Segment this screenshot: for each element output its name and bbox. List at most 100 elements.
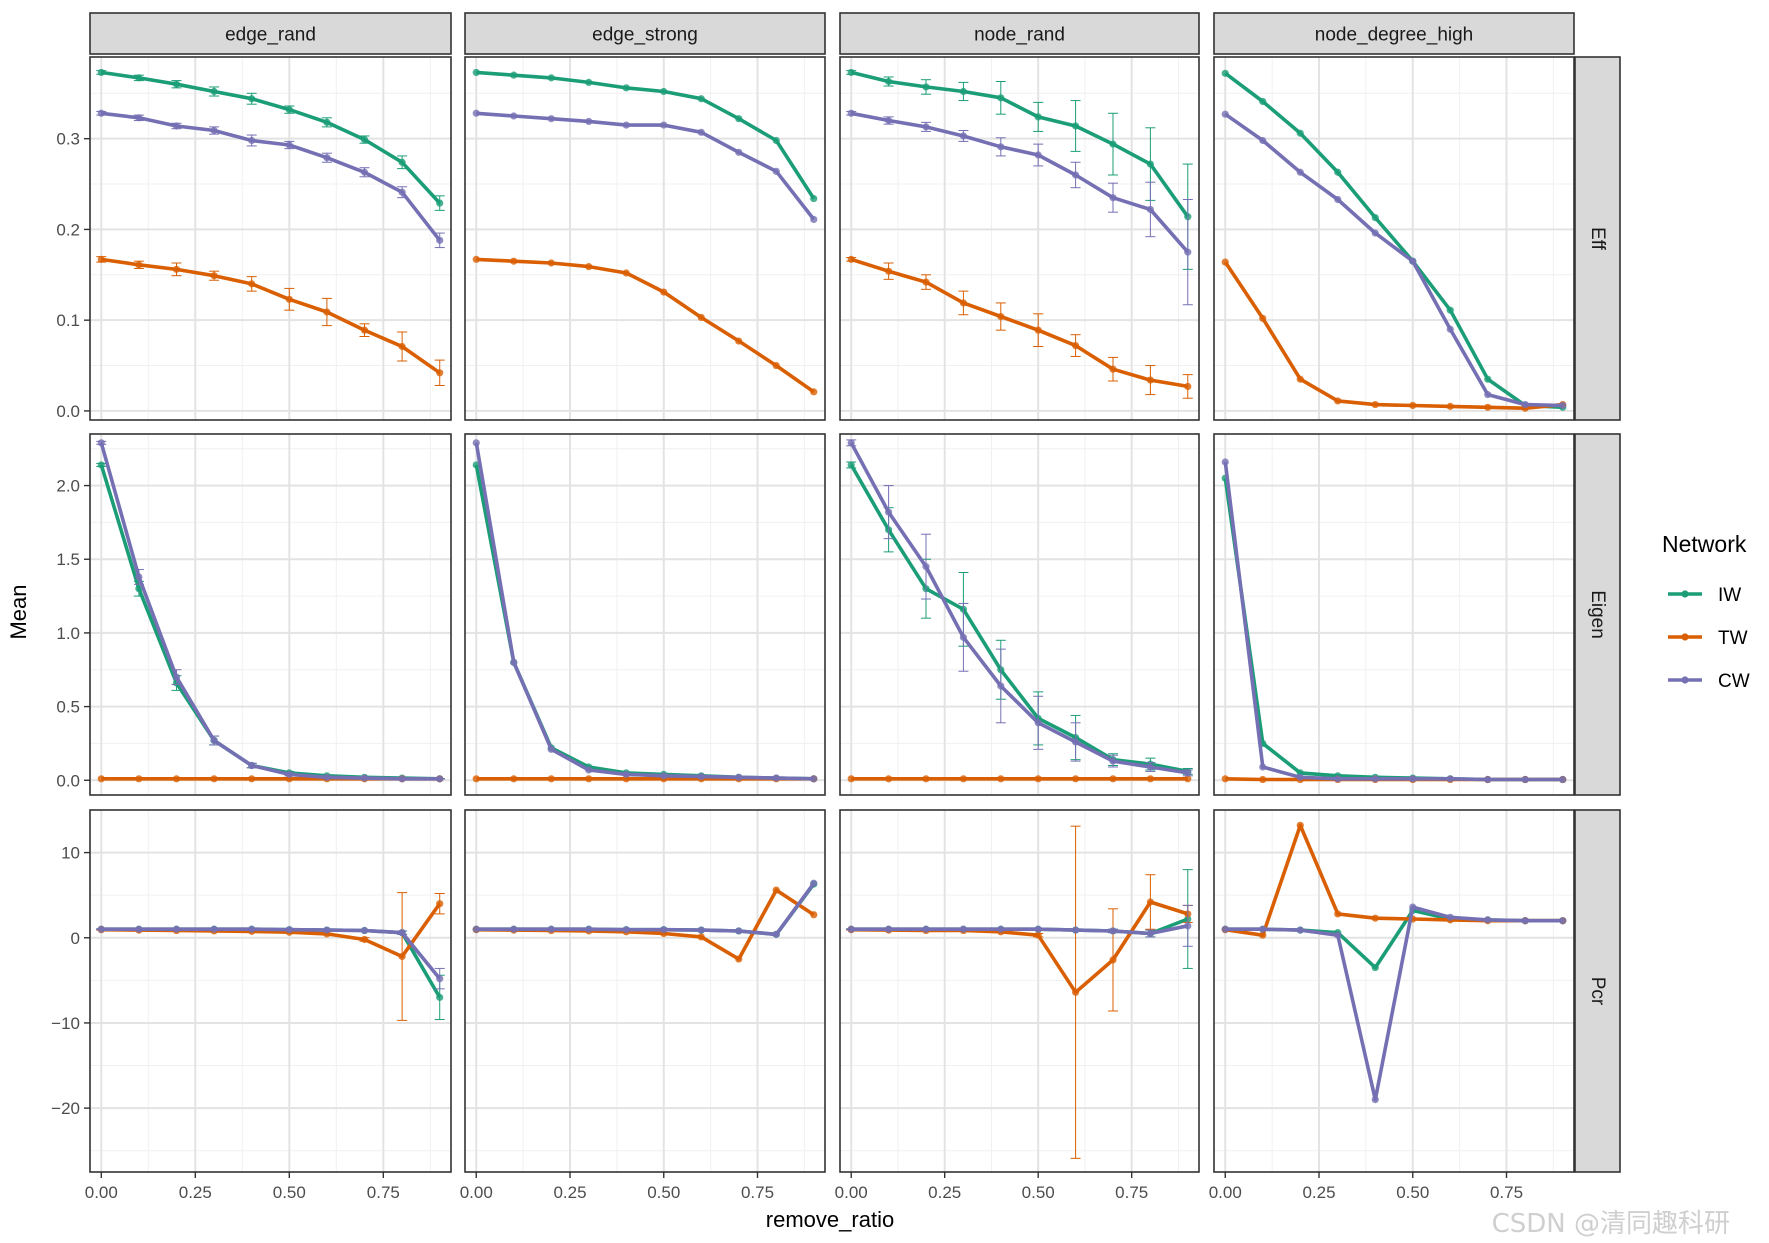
data-point bbox=[547, 259, 555, 267]
data-point bbox=[1071, 341, 1080, 350]
data-point bbox=[210, 126, 218, 135]
series-line bbox=[850, 111, 1190, 254]
series-line bbox=[849, 441, 1189, 775]
data-point bbox=[323, 926, 331, 934]
data-point bbox=[360, 935, 369, 944]
panel bbox=[89, 56, 452, 421]
series-cw bbox=[472, 109, 818, 224]
series-line bbox=[474, 442, 814, 781]
data-point bbox=[1109, 757, 1117, 765]
data-point bbox=[847, 255, 855, 263]
data-point bbox=[285, 770, 293, 778]
data-point bbox=[1221, 69, 1229, 77]
y-tick-label: −10 bbox=[51, 1014, 80, 1033]
data-point bbox=[1446, 306, 1454, 314]
data-point bbox=[735, 773, 743, 781]
data-point bbox=[922, 563, 930, 571]
data-point bbox=[810, 388, 818, 396]
data-point bbox=[1221, 458, 1229, 466]
data-point bbox=[1109, 927, 1117, 935]
x-axis-title: remove_ratio bbox=[766, 1207, 894, 1232]
series-tw bbox=[846, 255, 1193, 399]
panel-border bbox=[89, 56, 452, 421]
legend-title: Network bbox=[1662, 531, 1747, 557]
data-point bbox=[248, 775, 256, 783]
data-point bbox=[1559, 401, 1567, 410]
series-line bbox=[476, 70, 816, 200]
data-point bbox=[1184, 382, 1192, 391]
series-line bbox=[1223, 461, 1563, 782]
panel bbox=[1213, 809, 1575, 1173]
data-point bbox=[1146, 205, 1154, 214]
data-point bbox=[1484, 375, 1492, 383]
data-point bbox=[1034, 326, 1042, 334]
data-point bbox=[510, 257, 518, 265]
panel-border bbox=[839, 809, 1200, 1173]
series-line bbox=[476, 882, 816, 937]
data-point bbox=[172, 122, 181, 130]
panel-background bbox=[840, 810, 1199, 1172]
panel-background bbox=[90, 434, 451, 795]
data-point bbox=[622, 84, 630, 92]
axes-layer: 0.0 0.1 0.2 0.3 0.0 0.5 1.0 1.5 2.0 −20 −10 0 10 0.00… bbox=[51, 130, 1523, 1202]
row-strip-label: Pcr bbox=[1587, 977, 1608, 1006]
data-point bbox=[510, 112, 518, 120]
data-point bbox=[772, 930, 780, 938]
legend-label: IW bbox=[1718, 585, 1741, 606]
data-point bbox=[1109, 194, 1117, 202]
data-point bbox=[1409, 775, 1417, 783]
data-point bbox=[697, 128, 705, 136]
data-point bbox=[1259, 763, 1267, 771]
data-point bbox=[1221, 775, 1229, 783]
data-point bbox=[436, 236, 444, 244]
data-point bbox=[360, 168, 369, 176]
data-point bbox=[959, 925, 968, 933]
data-point bbox=[398, 188, 406, 196]
data-point bbox=[885, 775, 893, 783]
data-point bbox=[323, 118, 331, 126]
data-point bbox=[97, 925, 105, 933]
data-point bbox=[398, 158, 406, 166]
data-point bbox=[585, 925, 593, 933]
data-point bbox=[1109, 140, 1117, 148]
data-point bbox=[1146, 376, 1154, 384]
row-strip bbox=[1574, 433, 1621, 796]
data-point bbox=[248, 925, 256, 933]
data-point bbox=[97, 461, 105, 469]
y-tick-label: 0.1 bbox=[56, 311, 80, 330]
data-point bbox=[248, 95, 256, 103]
data-point bbox=[1034, 931, 1042, 939]
panel-background bbox=[1214, 810, 1574, 1172]
data-point bbox=[1109, 775, 1117, 783]
column-strip-label: edge_rand bbox=[225, 25, 316, 46]
column-strip bbox=[89, 12, 452, 55]
series-cw bbox=[472, 879, 818, 938]
data-point bbox=[248, 280, 256, 288]
data-point bbox=[547, 775, 555, 783]
data-point bbox=[1034, 113, 1042, 121]
data-point bbox=[398, 775, 406, 783]
data-point bbox=[1371, 963, 1379, 972]
data-point bbox=[585, 263, 593, 271]
data-point bbox=[210, 736, 218, 745]
data-point bbox=[1071, 171, 1080, 179]
panel-border bbox=[89, 433, 452, 796]
data-point bbox=[1184, 769, 1192, 777]
data-point bbox=[135, 74, 143, 82]
data-point bbox=[97, 68, 105, 77]
data-point bbox=[436, 975, 444, 983]
data-point bbox=[547, 115, 555, 123]
row-strip-label: Eigen bbox=[1587, 590, 1608, 639]
data-point bbox=[997, 312, 1005, 321]
data-point bbox=[510, 658, 518, 666]
data-point bbox=[285, 141, 293, 149]
series-cw bbox=[846, 109, 1193, 306]
data-point bbox=[660, 772, 668, 780]
data-point bbox=[772, 774, 780, 782]
data-point bbox=[585, 775, 593, 783]
data-point bbox=[1146, 763, 1154, 771]
series-line bbox=[851, 924, 1189, 936]
row-strip bbox=[1574, 56, 1621, 421]
data-point bbox=[172, 925, 181, 933]
data-point bbox=[1446, 325, 1454, 333]
